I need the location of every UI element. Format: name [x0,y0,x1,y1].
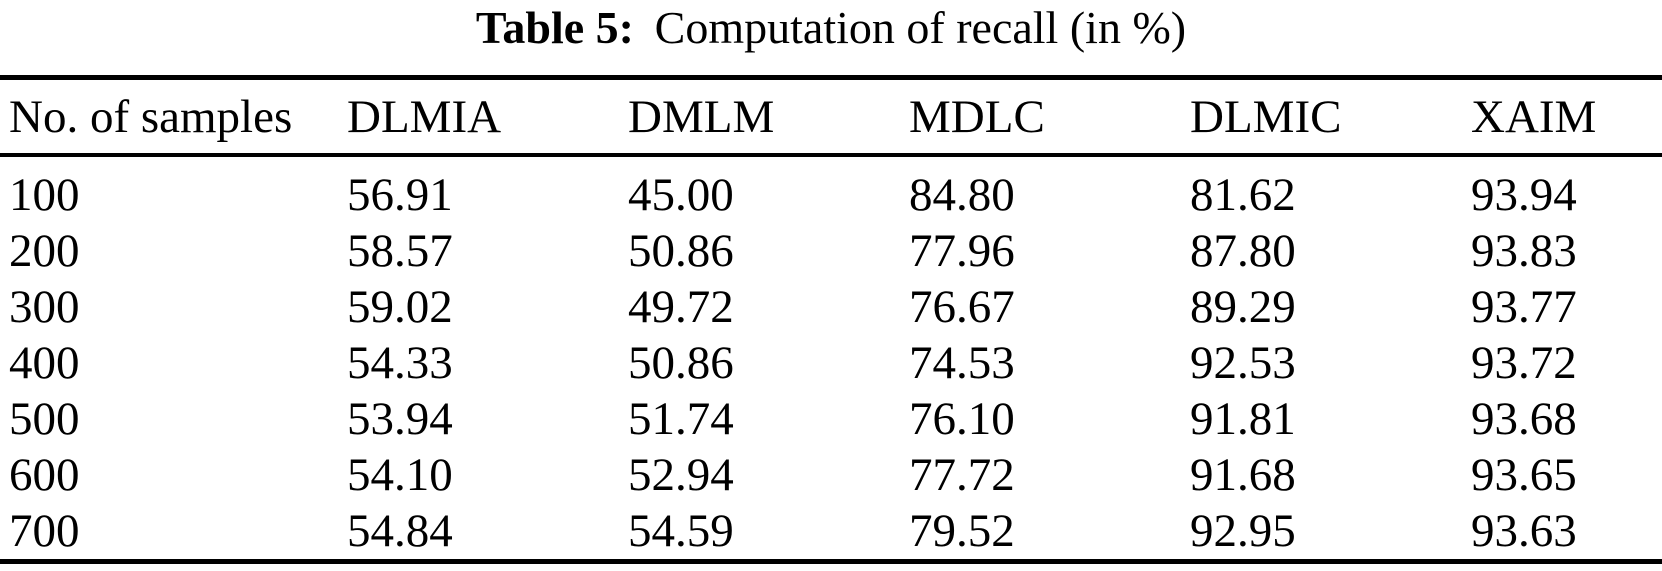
samples-cell: 700 [9,505,80,557]
table-caption: Table 5: Computation of recall (in %) [0,0,1662,56]
column-header-mdlc: MDLC [909,90,1045,143]
value-cell: 91.81 [1190,393,1296,445]
column-header-no-of-samples: No. of samples [9,90,293,143]
value-cell: 53.94 [347,393,453,445]
samples-cell: 300 [9,281,80,333]
value-cell: 59.02 [347,281,453,333]
value-cell: 91.68 [1190,449,1296,501]
samples-cell: 200 [9,225,80,277]
value-cell: 93.83 [1471,225,1577,277]
table-body: 100 56.91 45.00 84.80 81.62 93.94 200 58.57 50.8… [0,155,1662,562]
samples-cell: 400 [9,337,80,389]
value-cell: 93.68 [1471,393,1577,445]
value-cell: 79.52 [909,505,1015,557]
table-row: 500 53.94 51.74 76.10 91.81 93.68 [0,391,1662,447]
value-cell: 54.10 [347,449,453,501]
value-cell: 92.53 [1190,337,1296,389]
header-row: No. of samples DLMIA DMLM MDLC DLMIC XAIM [0,78,1662,155]
value-cell: 93.77 [1471,281,1577,333]
value-cell: 93.94 [1471,169,1577,221]
value-cell: 93.72 [1471,337,1577,389]
value-cell: 50.86 [628,225,734,277]
value-cell: 49.72 [628,281,734,333]
recall-table: No. of samples DLMIA DMLM MDLC DLMIC XAIM 100… [0,75,1662,564]
samples-cell: 100 [9,169,80,221]
value-cell: 74.53 [909,337,1015,389]
value-cell: 52.94 [628,449,734,501]
value-cell: 76.10 [909,393,1015,445]
table-row: 400 54.33 50.86 74.53 92.53 93.72 [0,335,1662,391]
column-header-xaim: XAIM [1471,90,1597,143]
value-cell: 51.74 [628,393,734,445]
table-row: 300 59.02 49.72 76.67 89.29 93.77 [0,279,1662,335]
value-cell: 93.63 [1471,505,1577,557]
value-cell: 81.62 [1190,169,1296,221]
value-cell: 92.95 [1190,505,1296,557]
value-cell: 87.80 [1190,225,1296,277]
table-caption-label: Table 5: [475,2,634,53]
table-caption-text: Computation of recall (in %) [654,2,1187,53]
value-cell: 54.33 [347,337,453,389]
value-cell: 50.86 [628,337,734,389]
value-cell: 89.29 [1190,281,1296,333]
value-cell: 93.65 [1471,449,1577,501]
value-cell: 45.00 [628,169,734,221]
value-cell: 54.59 [628,505,734,557]
value-cell: 56.91 [347,169,453,221]
value-cell: 54.84 [347,505,453,557]
column-header-dlmia: DLMIA [347,90,502,143]
value-cell: 76.67 [909,281,1015,333]
column-header-dmlm: DMLM [628,90,775,143]
samples-cell: 600 [9,449,80,501]
value-cell: 77.96 [909,225,1015,277]
table-row: 200 58.57 50.86 77.96 87.80 93.83 [0,223,1662,279]
table-row: 100 56.91 45.00 84.80 81.62 93.94 [0,155,1662,223]
value-cell: 58.57 [347,225,453,277]
value-cell: 77.72 [909,449,1015,501]
table-row: 700 54.84 54.59 79.52 92.95 93.63 [0,503,1662,562]
column-header-dlmic: DLMIC [1190,90,1342,143]
value-cell: 84.80 [909,169,1015,221]
samples-cell: 500 [9,393,80,445]
table-row: 600 54.10 52.94 77.72 91.68 93.65 [0,447,1662,503]
